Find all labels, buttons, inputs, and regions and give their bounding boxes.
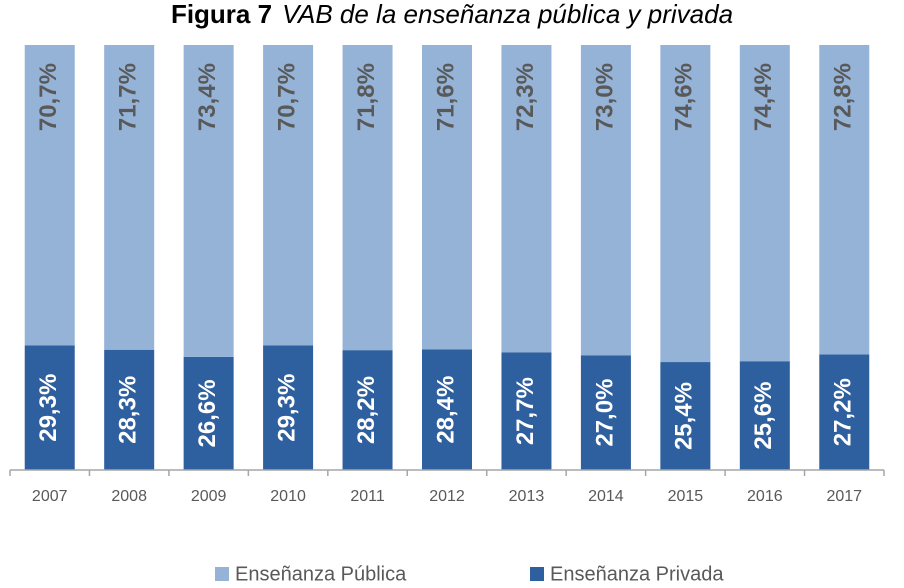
bar-segment [580,355,631,470]
bar-segment [422,349,472,470]
bar-segment [24,345,75,470]
x-tick-label: 2009 [191,488,227,505]
value-label: 74,4% [750,63,777,131]
title-text: VAB de la enseñanza pública y privada [282,0,733,29]
bar-segment [501,352,552,470]
value-label: 27,2% [830,378,857,446]
bar-segment [660,45,711,363]
bar-segment [342,350,393,470]
value-label: 29,3% [273,374,300,442]
legend-swatch [215,567,229,581]
value-label: 25,6% [750,382,777,450]
bar-segment [660,362,711,470]
value-label: 72,3% [512,63,539,131]
value-label: 71,7% [115,63,142,131]
bar-segment [501,45,552,353]
bar-segment [183,45,234,357]
x-tick-label: 2010 [270,488,306,505]
value-label: 71,6% [432,63,459,131]
value-label: 73,4% [194,63,221,131]
value-label: 27,7% [512,377,539,445]
x-tick-label: 2017 [826,488,862,505]
bar-segment [263,45,314,346]
chart-title: Figura 7 VAB de la enseñanza pública y pr… [171,0,733,29]
x-tick-label: 2008 [111,488,147,505]
bar-segment [24,45,75,346]
bar-segment [104,349,155,470]
legend-label: Enseñanza Privada [550,563,724,585]
x-tick-label: 2011 [350,488,385,505]
bar-segment [819,45,870,355]
value-label: 28,4% [432,376,459,444]
x-tick-label: 2014 [588,488,624,505]
value-label: 28,3% [115,376,142,444]
value-label: 73,0% [591,63,618,131]
value-label: 70,7% [35,63,62,131]
value-label: 70,7% [273,63,300,131]
bar-segment [739,361,790,470]
legend-swatch [530,567,544,581]
value-label: 71,8% [353,63,380,131]
value-label: 26,6% [194,379,221,447]
figure-label: Figura 7 [171,0,272,29]
bar-segment [739,45,790,362]
x-tick-label: 2007 [32,488,68,505]
x-tick-label: 2016 [747,488,783,505]
bar-segment [580,45,631,356]
bar-segment [342,45,393,351]
bar-segment [422,45,472,350]
bar-segment [104,45,155,350]
value-label: 28,2% [353,376,380,444]
value-label: 74,6% [671,63,698,131]
value-label: 72,8% [830,63,857,131]
bar-segment [183,356,234,470]
legend-label: Enseñanza Pública [235,563,407,585]
value-label: 27,0% [591,379,618,447]
x-tick-label: 2013 [509,488,545,505]
bar-segment [819,354,870,470]
value-label: 29,3% [35,374,62,442]
bar-segment [263,345,314,470]
x-tick-label: 2015 [668,488,704,505]
value-label: 25,4% [671,382,698,450]
x-tick-label: 2012 [429,488,465,505]
